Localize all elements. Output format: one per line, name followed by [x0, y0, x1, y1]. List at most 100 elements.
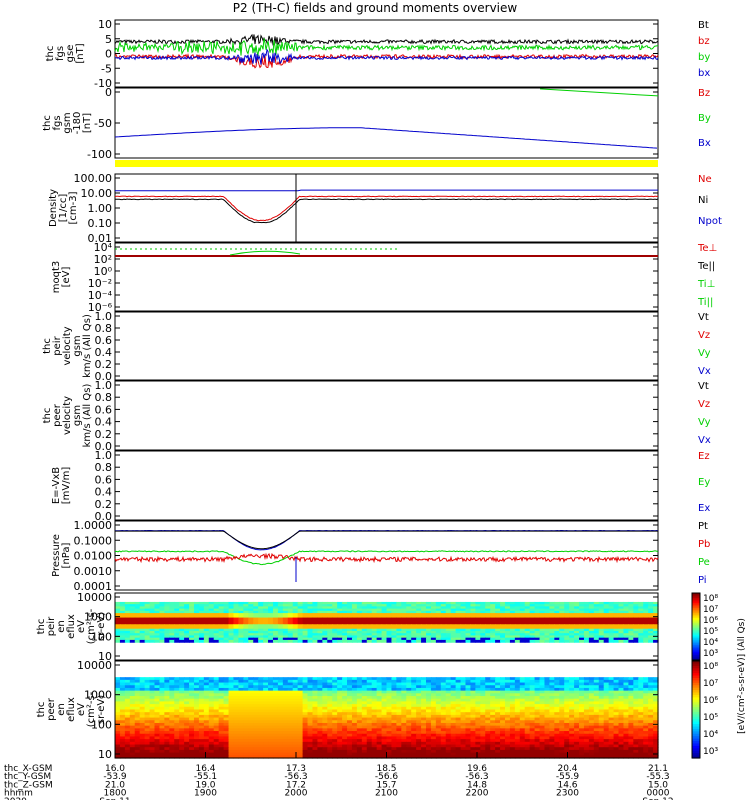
spectrogram-cell [381, 722, 388, 727]
spectrogram-cell [569, 610, 575, 614]
spectrogram-cell [519, 626, 526, 630]
spectrogram-cell [435, 685, 442, 689]
spectrogram-cell [430, 714, 437, 719]
spectrogram-cell [179, 696, 185, 700]
spectrogram-cell [628, 712, 634, 716]
spectrogram-cell [307, 679, 314, 684]
spectrogram-cell [248, 696, 254, 700]
spectrogram-cell [386, 687, 393, 692]
spectrogram-cell [574, 622, 580, 625]
spectrogram-cell [169, 626, 175, 630]
legend-entry: bx [698, 68, 710, 79]
spectrogram-cell [495, 626, 501, 630]
spectrogram-cell [218, 608, 225, 612]
spectrogram-cell [608, 610, 615, 614]
spectrogram-cell [435, 639, 442, 643]
spectrogram-cell [485, 690, 491, 694]
spectrogram-cell [272, 615, 279, 619]
spectrogram-cell [524, 712, 531, 716]
spectrogram-cell [124, 687, 131, 692]
spectrogram-cell [119, 622, 126, 625]
spectrogram-cell [134, 639, 141, 643]
spectrogram-cell [445, 633, 452, 637]
spectrogram-cell [470, 628, 476, 632]
spectrogram-cell [633, 626, 639, 630]
spectrogram-cell [465, 739, 472, 743]
spectrogram-cell [500, 606, 506, 610]
spectrogram-cell [628, 608, 634, 612]
spectrogram-cell [218, 693, 225, 697]
spectrogram-cell [519, 696, 526, 700]
spectrogram-cell [386, 610, 393, 614]
spectrogram-cell [524, 677, 531, 681]
spectrogram-cell [544, 687, 550, 692]
spectrogram-cell [623, 728, 629, 732]
spectrogram-cell [253, 696, 259, 700]
spectrogram-cell [421, 687, 427, 692]
spectrogram-cell [485, 696, 491, 700]
series-gmag-bx [114, 127, 658, 149]
spectrogram-cell [124, 613, 131, 616]
spectrogram-cell [559, 704, 565, 708]
spectrogram-cell [500, 739, 506, 743]
spectrogram-cell [406, 630, 412, 634]
spectrogram-cell [366, 693, 373, 697]
spectrogram-cell [233, 714, 240, 719]
spectrogram-cell [243, 601, 249, 605]
spectrogram-cell [174, 736, 180, 740]
spectrogram-cell [569, 635, 575, 639]
spectrogram-cell [653, 701, 659, 705]
spectrogram-cell [243, 613, 249, 616]
spectrogram-cell [450, 601, 457, 605]
spectrogram-cell [643, 637, 649, 641]
spectrogram-cell [485, 720, 491, 724]
spectrogram-cell [238, 709, 244, 713]
spectrogram-cell [628, 615, 634, 619]
spectrogram-cell [292, 682, 299, 686]
spectrogram-cell [347, 693, 353, 697]
spectrogram-cell [347, 635, 353, 639]
spectrogram-cell [203, 601, 210, 605]
spectrogram-cell [233, 709, 240, 713]
spectrogram-cell [613, 701, 620, 705]
spectrogram-cell [124, 606, 131, 610]
spectrogram-cell [524, 725, 531, 729]
spectrogram-cell [381, 624, 388, 628]
spectrogram-cell [243, 696, 249, 700]
spectrogram-cell [495, 608, 501, 612]
spectrogram-cell [406, 624, 412, 628]
spectrogram-cell [579, 690, 585, 694]
spectrogram-cell [648, 677, 654, 681]
spectrogram-cell [569, 709, 575, 713]
spectrogram-cell [277, 709, 284, 713]
spectrogram-cell [322, 696, 328, 700]
spectrogram-cell [351, 633, 358, 637]
spectrogram-cell [539, 741, 546, 746]
spectrogram-cell [643, 601, 649, 605]
spectrogram-cell [539, 698, 546, 703]
spectrogram-cell [445, 690, 452, 694]
spectrogram-cell [524, 679, 531, 684]
spectrogram-cell [228, 617, 235, 621]
spectrogram-cell [134, 722, 141, 727]
spectrogram-cell [248, 619, 254, 623]
spectrogram-cell [312, 619, 318, 623]
spectrogram-cell [500, 630, 506, 634]
spectrogram-cell [613, 613, 620, 616]
spectrogram-cell [608, 604, 615, 607]
spectrogram-cell [253, 717, 259, 721]
spectrogram-cell [638, 696, 644, 700]
spectrogram-cell [529, 731, 536, 735]
spectrogram-cell [213, 714, 220, 719]
spectrogram-cell [282, 698, 289, 703]
spectrogram-cell [401, 685, 407, 689]
spectrogram-cell [268, 630, 274, 634]
spectrogram-cell [579, 682, 585, 686]
spectrogram-cell [169, 637, 175, 641]
spectrogram-cell [371, 601, 378, 605]
spectrogram-cell [455, 725, 462, 729]
spectrogram-cell [485, 717, 491, 721]
spectrogram-cell [124, 714, 131, 719]
spectrogram-cell [643, 696, 649, 700]
spectrogram-cell [643, 709, 649, 713]
